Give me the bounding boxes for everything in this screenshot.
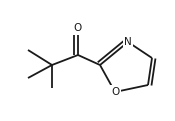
Text: O: O: [74, 23, 82, 33]
Text: O: O: [111, 87, 119, 97]
Text: N: N: [124, 37, 132, 47]
